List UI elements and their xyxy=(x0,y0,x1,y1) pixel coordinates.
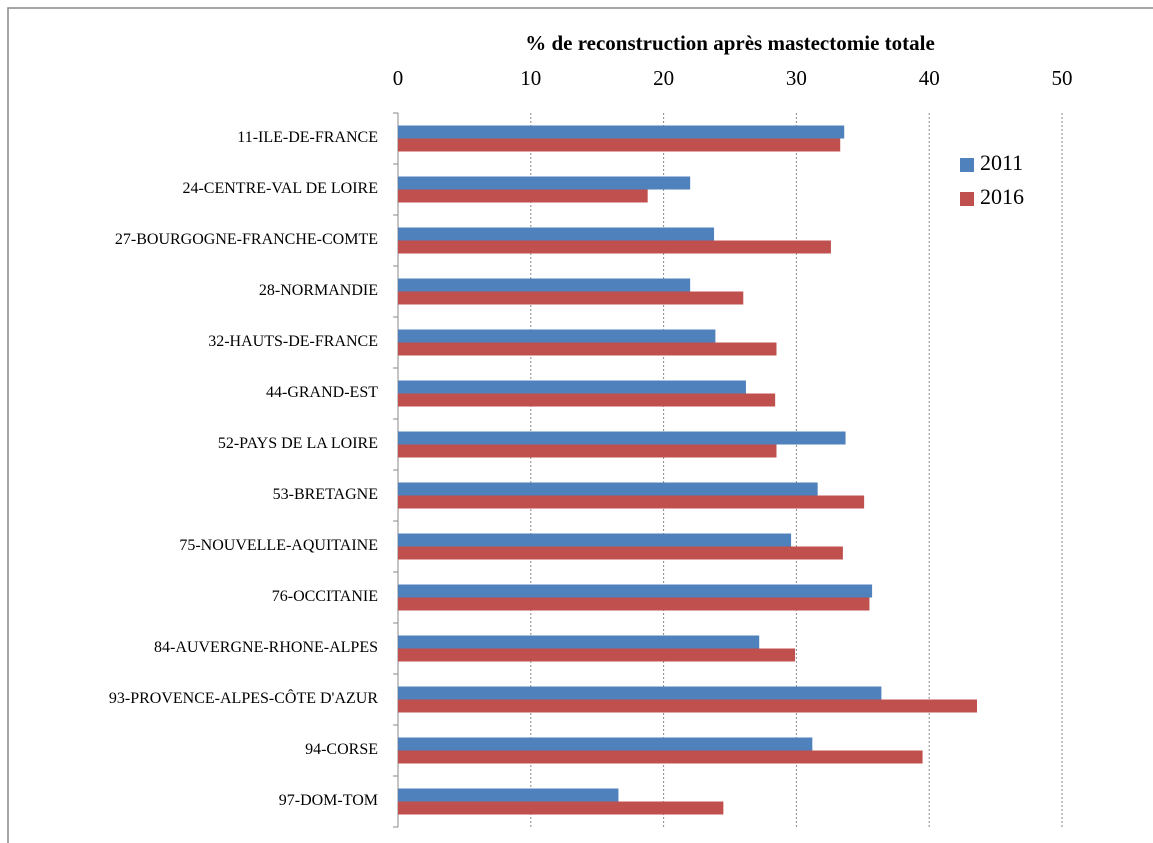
y-tick-label: 27-BOURGOGNE-FRANCHE-COMTE xyxy=(115,231,378,248)
bar xyxy=(398,342,777,356)
y-tick-label: 97-DOM-TOM xyxy=(279,792,378,809)
y-tick-label: 24-CENTRE-VAL DE LOIRE xyxy=(182,180,378,197)
legend-label: 2011 xyxy=(980,150,1023,175)
bar xyxy=(398,737,813,751)
bar xyxy=(398,584,873,598)
bar xyxy=(398,750,923,764)
bar xyxy=(398,125,845,139)
y-tick-label: 44-GRAND-EST xyxy=(266,384,378,401)
y-tick-label: 53-BRETAGNE xyxy=(273,486,378,503)
y-tick-label: 84-AUVERGNE-RHONE-ALPES xyxy=(154,639,378,656)
bar xyxy=(398,686,882,700)
x-tick-label: 20 xyxy=(653,66,674,90)
bar xyxy=(398,495,865,509)
bar xyxy=(398,329,716,343)
bar xyxy=(398,393,776,407)
bar xyxy=(398,380,746,394)
legend-label: 2016 xyxy=(980,184,1024,209)
bar xyxy=(398,635,760,649)
bar xyxy=(398,431,846,445)
bar xyxy=(398,176,691,190)
x-tick-label: 0 xyxy=(393,66,404,90)
bar xyxy=(398,138,841,152)
bar xyxy=(398,278,691,292)
y-tick-label: 11-ILE-DE-FRANCE xyxy=(237,129,378,146)
y-tick-label: 32-HAUTS-DE-FRANCE xyxy=(208,333,378,350)
x-tick-label: 50 xyxy=(1052,66,1073,90)
bar xyxy=(398,444,777,458)
legend-swatch xyxy=(960,158,974,172)
bar xyxy=(398,546,843,560)
chart-frame xyxy=(7,7,1153,843)
bar xyxy=(398,240,831,254)
y-tick-label: 76-OCCITANIE xyxy=(272,588,378,605)
bar xyxy=(398,189,648,203)
bar xyxy=(398,597,870,611)
y-tick-label: 28-NORMANDIE xyxy=(259,282,378,299)
x-tick-label: 40 xyxy=(919,66,940,90)
bar xyxy=(398,788,619,802)
legend-swatch xyxy=(960,192,974,206)
bar xyxy=(398,533,792,547)
y-tick-label: 75-NOUVELLE-AQUITAINE xyxy=(179,537,378,554)
bar xyxy=(398,482,818,496)
x-tick-label: 10 xyxy=(520,66,541,90)
bar xyxy=(398,291,744,305)
chart-title: % de reconstruction après mastectomie to… xyxy=(525,31,935,55)
x-tick-label: 30 xyxy=(786,66,807,90)
y-tick-label: 52-PAYS DE LA LOIRE xyxy=(218,435,378,452)
bar xyxy=(398,699,978,713)
bar xyxy=(398,648,796,662)
bar xyxy=(398,227,715,241)
y-tick-label: 94-CORSE xyxy=(305,741,378,758)
bar xyxy=(398,801,724,815)
y-tick-label: 93-PROVENCE-ALPES-CÔTE D'AZUR xyxy=(109,688,378,707)
